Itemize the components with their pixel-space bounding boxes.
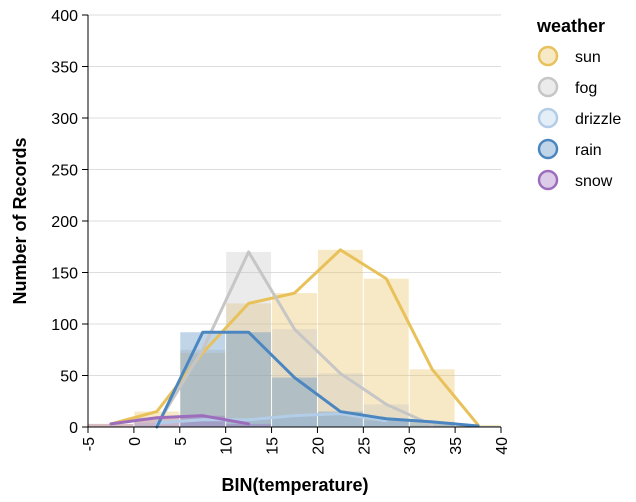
bar-drizzle [363,420,409,427]
y-tick-label: 50 [60,369,78,386]
bar-snow [180,415,226,427]
x-tick-label: 30 [402,437,419,455]
x-tick-label: 0 [127,437,144,446]
legend-label-sun: sun [575,49,601,66]
line-rain [155,330,480,429]
line-snow [109,414,251,426]
y-tick-label: 250 [51,163,78,180]
legend-swatch-sun [537,45,559,67]
y-tick-label: 300 [51,111,78,128]
x-tick-label: 10 [219,437,236,455]
x-axis-title: BIN(temperature) [221,475,368,495]
y-tick-label: 400 [51,8,78,25]
y-tick-label: 0 [69,420,78,437]
bar-sun [88,423,134,427]
x-tick-label: -5 [81,437,98,451]
bar-rain [272,377,317,427]
bar-drizzle [180,419,226,427]
bar-sun [317,249,363,427]
x-tick-label: 20 [310,437,327,455]
bar-rain [363,418,409,427]
legend-label-snow: snow [575,173,613,190]
legend-label-rain: rain [575,142,602,159]
bar-sun [226,303,272,427]
bar-drizzle [272,415,317,427]
x-tick-label: 5 [173,437,190,446]
legend-label-fog: fog [575,80,597,97]
bar-layer [88,249,501,427]
legend: weather sun fog drizzle rain snow [536,16,621,191]
y-tick-label: 150 [51,266,78,283]
bar-snow [88,423,134,427]
bar-snow [226,423,272,427]
bar-sun [363,278,409,427]
y-tick-label: 100 [51,317,78,334]
legend-swatch-drizzle [537,107,559,129]
legend-swatch-snow [537,169,559,191]
grid-lines [88,14,501,376]
x-tick-label: 15 [265,437,282,455]
y-tick-label: 350 [51,60,78,77]
legend-label-drizzle: drizzle [575,111,621,128]
y-tick-label: 200 [51,214,78,231]
y-axis-title: Number of Records [10,137,30,304]
x-tick-label: 25 [356,437,373,455]
legend-swatch-fog [537,76,559,98]
bar-sun [272,293,317,427]
line-fog [155,250,434,427]
bar-drizzle [317,413,363,427]
legend-title: weather [536,16,605,36]
x-tick-label: 35 [448,437,465,455]
line-drizzle [155,412,388,425]
legend-swatch-rain [537,138,559,160]
x-tick-label: 40 [494,437,511,455]
line-layer [109,248,480,429]
